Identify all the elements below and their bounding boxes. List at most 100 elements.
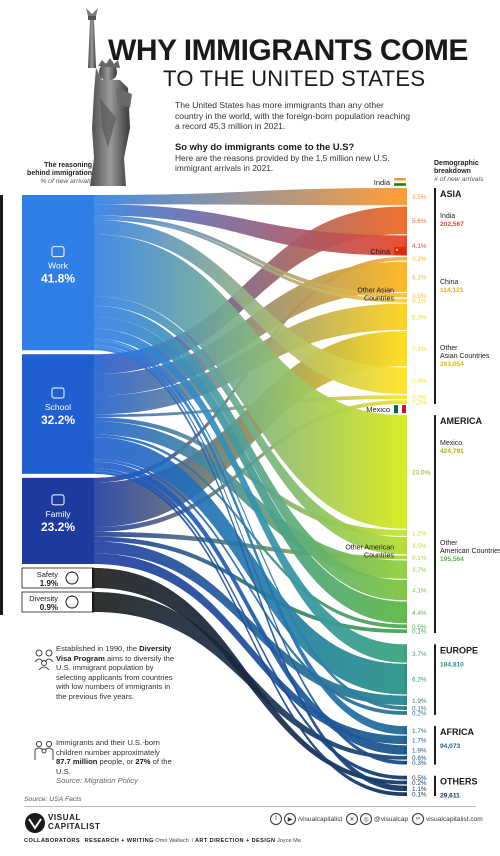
safety-icon (65, 571, 79, 585)
region-count: 202,567 (440, 221, 464, 228)
source-text: Source: USA Facts (24, 796, 82, 803)
link-icon[interactable]: ∞ (412, 813, 424, 825)
flow-end-bar (404, 711, 407, 715)
social-handle[interactable]: @visualcap (374, 815, 409, 823)
flow-band (94, 345, 404, 765)
page-title: WHY IMMIGRANTS COME (108, 34, 468, 67)
flow-end-bar (404, 256, 407, 261)
flow-band (94, 536, 404, 634)
question-subtext: Here are the reasons provided by the 1.5… (175, 153, 390, 174)
origin-name: Countries (364, 296, 394, 303)
flow-end-bar (404, 560, 407, 579)
reason-label: Family (45, 509, 71, 519)
reason-label: Safety (37, 570, 59, 579)
flow-end-bar (404, 400, 407, 404)
flow-band (94, 316, 404, 624)
note-text: Established in 1990, the (56, 644, 140, 653)
reason-node-edge (92, 592, 94, 612)
note-text: of the U.S. (56, 757, 172, 776)
flow-percent: 1.2% (412, 530, 427, 537)
flow-end-bar (404, 235, 407, 256)
youtube-icon[interactable]: ▶ (284, 813, 296, 825)
flow-percent-labels: 3.5%5.6%4.1%0.2%6.1%0.9%0.1%5.3%7.1%5.4%… (412, 194, 430, 798)
flow-percent: 0.2% (412, 711, 427, 718)
flow-end-bar (404, 331, 407, 367)
brand-wordmark: VISUAL CAPITALIST (48, 813, 101, 831)
flow-percent: 1.7% (412, 737, 427, 744)
flow-percent: 0.2% (412, 780, 427, 787)
flow-percent: 4.4% (412, 610, 427, 617)
facebook-icon[interactable]: f (270, 813, 282, 825)
credits-name: Omri Wallach (155, 838, 189, 844)
flow-percent: 3.5% (412, 543, 427, 550)
region-bracket (434, 415, 436, 634)
left-header-sub: % of new arrivals (40, 177, 92, 185)
right-column-header: Demographic breakdown # of new arrivals (434, 160, 496, 183)
region-name: OTHERS (440, 777, 478, 787)
flow-percent: 0.1% (412, 792, 427, 799)
reason-value: 32.2% (41, 413, 75, 427)
region-count: 424,791 (440, 448, 464, 455)
note-bold: Diversity Visa Program (56, 644, 172, 663)
region-count: 94,073 (440, 743, 461, 750)
page-subtitle: TO THE UNITED STATES (163, 66, 426, 91)
flow-percent: 0.6% (412, 755, 427, 762)
region-bracket (434, 775, 436, 796)
social-facebook-youtube[interactable]: f ▶ /visualcapitalist (270, 812, 342, 826)
reason-label: Diversity (29, 594, 58, 603)
flow-end-bar (404, 367, 407, 395)
flow-end-bar (404, 755, 407, 760)
globe-icon (65, 595, 79, 609)
flow-band (94, 234, 404, 529)
flow-end-bar (404, 601, 407, 624)
credits-label: RESEARCH + WRITING (84, 838, 154, 844)
flow-end-bar (404, 415, 407, 529)
flow-percent: 0.3% (412, 760, 427, 767)
flow-percent: 0.1% (412, 629, 427, 636)
flag-field (394, 246, 406, 255)
region-country: India (440, 213, 455, 220)
reason-label: Work (48, 261, 68, 271)
school-icon (51, 387, 65, 399)
reason-node-bar (22, 354, 94, 474)
origin-label: India (374, 178, 406, 187)
left-accent-bar (0, 195, 3, 615)
region-bracket (434, 644, 436, 715)
children-population-note: Immigrants and their U.S.-born children … (56, 738, 176, 786)
origin-label: Mexico (366, 405, 406, 414)
flow-end-bar (404, 580, 407, 601)
credits-label: ART DIRECTION + DESIGN (194, 838, 276, 844)
region-name: AMERICA (440, 416, 482, 426)
intro-text: The United States has more immigrants th… (175, 100, 411, 132)
website-link[interactable]: visualcapitalist.com (426, 815, 483, 823)
flag-stripe (394, 183, 406, 186)
credits-line: COLLABORATORS RESEARCH + WRITING Omri Wa… (24, 838, 301, 844)
right-header-title: Demographic breakdown (434, 160, 479, 175)
statue-of-liberty-icon (86, 8, 132, 186)
flag-stripe (394, 180, 406, 184)
india-flag (394, 178, 406, 186)
note-source: Source: Migration Policy (56, 776, 138, 786)
origin-name: India (374, 178, 391, 187)
flow-percent: 5.4% (412, 378, 427, 385)
origin-name: Countries (364, 553, 394, 560)
origin-name: Mexico (366, 405, 390, 414)
flag-stripe (394, 178, 406, 181)
credits-name: Joyce Ma (276, 838, 301, 844)
family-group-icon (34, 740, 54, 760)
question-heading: So why do immigrants come to the U.S? (175, 141, 355, 152)
instagram-icon[interactable]: ◎ (360, 813, 372, 825)
flow-end-bar (404, 792, 407, 796)
reason-node-bar (21, 567, 95, 589)
social-website[interactable]: ∞ visualcapitalist.com (412, 812, 483, 826)
flow-band (94, 568, 404, 785)
social-handle[interactable]: /visualcapitalist (298, 815, 343, 823)
region-count: 114,121 (440, 287, 464, 294)
social-x-instagram[interactable]: ✕ ◎ @visualcap (346, 812, 408, 826)
flag-stripe (402, 405, 406, 414)
note-text: aims to diversify the U.S. immigrant pop… (56, 653, 175, 701)
x-icon[interactable]: ✕ (346, 813, 358, 825)
region-name: EUROPE (440, 645, 478, 655)
